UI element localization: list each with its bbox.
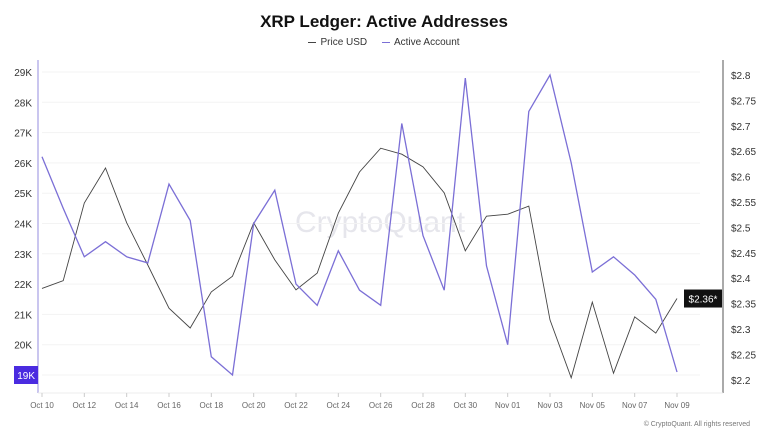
y-tick-label-right: $2.65 [731,147,756,158]
y-tick-label-left: 27K [14,129,32,140]
legend-swatch-active [381,41,390,43]
x-tick-label: Oct 30 [454,401,478,410]
legend-item-price[interactable]: Price USD [308,37,367,48]
x-tick-label: Oct 28 [411,401,435,410]
y-tick-label-right: $2.55 [731,198,756,209]
y-tick-label-left: 24K [14,220,32,231]
y-tick-label-right: $2.8 [731,71,751,82]
y-tick-label-left: 20K [14,341,32,352]
x-tick-label: Oct 24 [327,401,351,410]
y-tick-label-right: $2.5 [731,223,751,234]
y-tick-label-right: $2.6 [731,173,751,184]
legend-label: Price USD [320,37,368,48]
legend: Price USD Active Account [0,37,768,48]
x-tick-label: Nov 05 [580,401,606,410]
y-tick-label-right: $2.4 [731,274,751,285]
y-tick-label-right: $2.2 [731,376,751,387]
copyright: © CryptoQuant. All rights reserved [643,421,750,428]
x-tick-label: Oct 14 [115,401,139,410]
chart-title: XRP Ledger: Active Addresses [260,12,508,31]
x-tick-label: Oct 10 [30,401,54,410]
x-tick-label: Nov 01 [495,401,521,410]
y-tick-label-left: 25K [14,189,32,200]
x-tick-label: Oct 22 [284,401,308,410]
y-tick-label-right: $2.35 [731,300,756,311]
x-tick-label: Nov 03 [537,401,563,410]
x-tick-label: Nov 07 [622,401,648,410]
y-tick-label-left: 23K [14,250,32,261]
x-tick-label: Oct 20 [242,401,266,410]
y-tick-label-left: 21K [14,310,32,321]
y-tick-label-right: $2.25 [731,350,756,361]
x-tick-label: Oct 26 [369,401,393,410]
y-tick-label-right: $2.7 [731,122,751,133]
watermark: CryptoQuant [295,206,466,239]
x-tick-label: Oct 18 [200,401,224,410]
x-tick-label: Oct 16 [157,401,181,410]
y-tick-label-left: 28K [14,98,32,109]
y-tick-label-right: $2.3 [731,325,751,336]
y-tick-label-left: 19K [17,371,35,382]
current-price-badge [684,289,722,308]
y-tick-label-right: $2.75 [731,96,756,107]
legend-swatch-price [308,41,317,43]
y-tick-label-left: 22K [14,280,32,291]
current-price-label: $2.36* [689,295,718,306]
x-tick-label: Nov 09 [664,401,690,410]
y-tick-label-left: 26K [14,159,32,170]
legend-item-active[interactable]: Active Account [381,37,460,48]
y-tick-highlight [14,366,38,384]
x-tick-label: Oct 12 [73,401,97,410]
y-tick-label-left: 29K [14,68,32,79]
y-tick-label-right: $2.45 [731,249,756,260]
series-line-price-usd [41,147,678,380]
legend-label: Active Account [393,37,460,48]
